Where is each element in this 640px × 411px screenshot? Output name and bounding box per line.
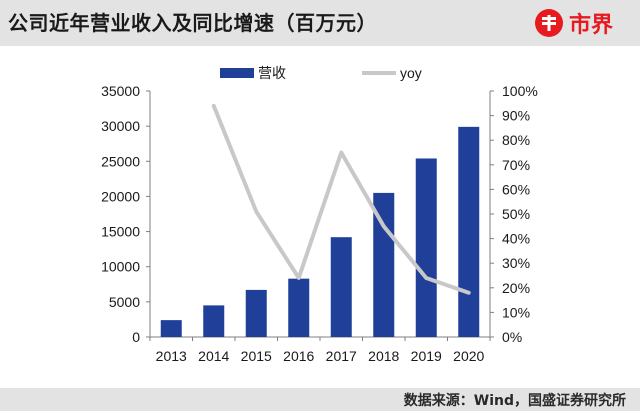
left-tick-label: 25000 — [101, 153, 140, 169]
right-tick-label: 20% — [502, 280, 530, 296]
data-source-note: 数据来源：Wind，国盛证券研究所 — [403, 393, 626, 409]
legend-swatch-revenue — [220, 68, 254, 78]
left-tick-label: 10000 — [101, 259, 140, 275]
right-tick-label: 100% — [502, 83, 538, 99]
left-tick-label: 30000 — [101, 118, 140, 134]
yoy-point — [213, 105, 215, 107]
right-tick-label: 60% — [502, 181, 530, 197]
left-tick-label: 0 — [132, 329, 140, 345]
right-tick-label: 0% — [502, 329, 522, 345]
x-tick-label: 2013 — [156, 348, 187, 364]
yoy-point — [340, 152, 342, 153]
brand-logo: 市界 — [535, 8, 613, 38]
right-tick-label: 10% — [502, 304, 530, 320]
right-tick-label: 80% — [502, 132, 530, 148]
footer-bar: 数据来源：Wind，国盛证券研究所 — [0, 388, 640, 411]
yoy-point — [383, 225, 385, 227]
left-tick-label: 5000 — [109, 294, 140, 310]
revenue-bar — [245, 289, 267, 337]
x-tick-label: 2019 — [411, 348, 442, 364]
right-tick-label: 50% — [502, 206, 530, 222]
x-tick-label: 2016 — [283, 348, 314, 364]
x-tick-label: 2018 — [368, 348, 399, 364]
x-tick-label: 2017 — [326, 348, 357, 364]
brand-logo-text: 市界 — [569, 13, 614, 38]
revenue-bar — [160, 320, 182, 337]
revenue-bar — [415, 158, 437, 337]
yoy-point — [468, 292, 470, 294]
left-tick-label: 15000 — [101, 224, 140, 240]
yoy-point — [255, 211, 257, 213]
x-tick-label: 2015 — [241, 348, 272, 364]
left-tick-label: 20000 — [101, 188, 140, 204]
revenue-bar — [458, 126, 480, 338]
brand-logo-icon — [535, 9, 563, 37]
right-tick-label: 30% — [502, 255, 530, 271]
right-tick-label: 90% — [502, 108, 530, 124]
left-tick-label: 35000 — [101, 83, 140, 99]
x-tick-label: 2014 — [198, 348, 229, 364]
revenue-bar — [373, 192, 395, 337]
chart-area: 0 5000 10000 15000 20000 25000 30000 35000 0% 10%… — [0, 46, 640, 388]
revenue-bar — [203, 305, 225, 337]
right-tick-label: 70% — [502, 157, 530, 173]
legend-label-yoy: yoy — [400, 65, 422, 81]
right-tick-label: 40% — [502, 231, 530, 247]
revenue-bar — [288, 278, 310, 337]
legend-label-revenue: 营收 — [258, 65, 286, 81]
x-tick-label: 2020 — [453, 348, 484, 364]
combo-chart: 0 5000 10000 15000 20000 25000 30000 35000 0% 10%… — [101, 65, 538, 364]
yoy-point — [298, 277, 300, 279]
yoy-point — [425, 277, 427, 279]
chart-title: 公司近年营业收入及同比增速（百万元） — [8, 11, 377, 35]
revenue-bar — [330, 237, 352, 337]
header-bar: 公司近年营业收入及同比增速（百万元） 市界 — [0, 0, 640, 46]
